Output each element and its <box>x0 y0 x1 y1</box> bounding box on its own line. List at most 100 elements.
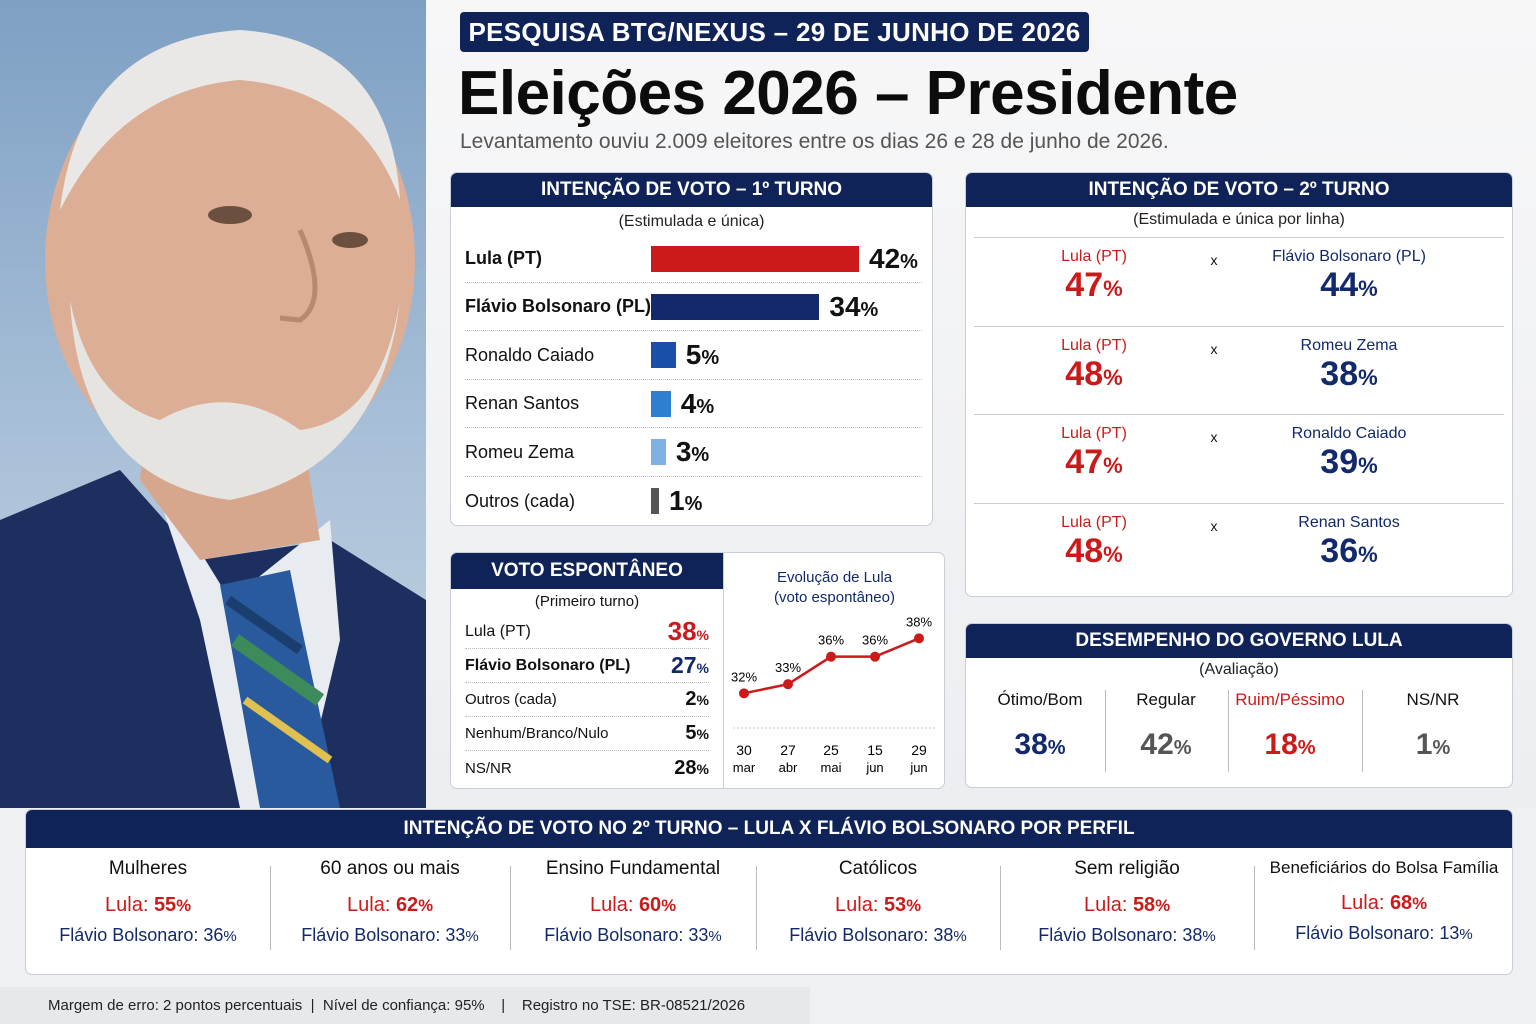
percent-sign: % <box>1297 737 1316 759</box>
x-tick-month: mar <box>733 760 756 775</box>
trend-data-label: 32% <box>731 669 757 684</box>
candidate-name: Romeu Zema <box>465 441 575 462</box>
matchup-a-name: Lula (PT) <box>1061 248 1127 265</box>
spontaneous-name: NS/NR <box>465 759 512 777</box>
spontaneous-name: Outros (cada) <box>465 691 557 708</box>
government-note: (Avaliação) <box>1199 661 1279 678</box>
matchup-b-pct-number: 36 <box>1320 531 1359 570</box>
government-item: Ruim/Péssimo 18% <box>1224 690 1356 762</box>
percent-sign: % <box>696 660 709 676</box>
profile-flavio-label: Flávio Bolsonaro: <box>301 925 446 945</box>
profile-title: INTENÇÃO DE VOTO NO 2º TURNO – LULA X FL… <box>26 810 1512 848</box>
second-round-title: INTENÇÃO DE VOTO – 2º TURNO <box>966 173 1512 207</box>
profile-lula-pct: 62% <box>396 894 433 916</box>
matchup-b-pct: 44% <box>1320 266 1377 304</box>
first-round-panel: INTENÇÃO DE VOTO – 1º TURNO (Estimulada … <box>450 172 933 526</box>
vote-bar <box>651 293 820 320</box>
matchup-b: Flávio Bolsonaro (PL) 44% <box>1244 248 1454 305</box>
matchup-a-pct-wrap: 47% <box>1014 443 1174 482</box>
spontaneous-note: (Primeiro turno) <box>534 593 640 610</box>
matchup-a: Lula (PT) 47% <box>1014 248 1174 305</box>
vote-percent: 4% <box>681 388 714 420</box>
percent-sign: % <box>708 928 722 945</box>
matchup-row: Lula (PT) 47% x Ronaldo Caiado 39% <box>974 414 1504 502</box>
profile-group: Sem religião Lula: 58% Flávio Bolsonaro: 3… <box>1000 858 1254 946</box>
versus-mark: x <box>1210 517 1218 534</box>
first-round-row: Romeu Zema 3% <box>465 429 922 477</box>
profile-lula-label: Lula: <box>1084 894 1133 916</box>
profile-divider <box>270 866 271 950</box>
spontaneous-percent-number: 27 <box>670 652 697 678</box>
vote-bar <box>651 488 659 514</box>
matchup-b: Ronaldo Caiado 39% <box>1244 425 1454 482</box>
second-round-panel: INTENÇÃO DE VOTO – 2º TURNO (Estimulada … <box>965 172 1513 597</box>
profile-flavio-pct: 38% <box>1182 925 1215 945</box>
spontaneous-percent: 38% <box>668 616 709 647</box>
matchup-a-pct-number: 48 <box>1065 354 1104 393</box>
x-tick-day: 29 <box>911 742 927 758</box>
candidate-name: Ronaldo Caiado <box>465 344 595 365</box>
vote-percent: 3% <box>676 436 709 468</box>
spontaneous-title: VOTO ESPONTÂNEO <box>451 553 723 589</box>
spontaneous-row: Outros (cada) 2% <box>465 683 709 717</box>
matchup-a-pct-wrap: 47% <box>1014 266 1174 305</box>
spontaneous-percent-number: 38 <box>667 616 697 646</box>
percent-sign: % <box>1412 894 1427 913</box>
percent-sign: % <box>661 896 676 915</box>
profile-group: Mulheres Lula: 55% Flávio Bolsonaro: 36% <box>26 858 270 946</box>
profile-lula: Lula: 62% <box>270 894 510 917</box>
profile-divider <box>510 866 511 950</box>
x-tick-day: 30 <box>736 742 752 758</box>
versus-mark: x <box>1210 340 1218 357</box>
government-value-wrap: 1% <box>1367 728 1499 762</box>
profile-lula: Lula: 53% <box>756 894 1000 917</box>
matchup-b-pct-number: 38 <box>1320 354 1359 393</box>
government-item: NS/NR 1% <box>1367 690 1499 762</box>
percent-sign: % <box>696 395 715 418</box>
profile-group: Ensino Fundamental Lula: 60% Flávio Bolson… <box>510 858 756 946</box>
profile-flavio: Flávio Bolsonaro: 33% <box>510 925 756 946</box>
profile-flavio-pct: 36% <box>203 925 236 945</box>
versus-mark: x <box>1210 429 1218 445</box>
vote-percent: 34% <box>829 291 878 323</box>
government-percent: 38% <box>1014 728 1065 761</box>
vote-percent-number: 4 <box>680 387 697 419</box>
percent-sign: % <box>1358 453 1378 478</box>
candidate-name: Renan Santos <box>465 393 580 414</box>
vote-percent: 5% <box>686 339 719 371</box>
percent-sign: % <box>1358 541 1378 567</box>
government-percent-number: 42 <box>1140 728 1174 761</box>
footer-note: Margem de erro: 2 pontos percentuais | N… <box>0 987 810 1024</box>
government-label: Regular <box>1136 690 1196 709</box>
x-tick-month: jun <box>909 760 927 775</box>
government-percent: 1% <box>1416 728 1450 761</box>
first-round-row: Lula (PT) 42% <box>465 235 922 283</box>
government-item: Ótimo/Bom 38% <box>974 690 1106 762</box>
matchup-a-pct-number: 48 <box>1065 531 1104 570</box>
matchup-b-pct-number: 44 <box>1320 266 1359 304</box>
matchup-a-pct-number: 47 <box>1065 266 1104 304</box>
percent-sign: % <box>176 896 191 915</box>
profile-flavio: Flávio Bolsonaro: 33% <box>270 925 510 946</box>
profile-flavio-pct-number: 33 <box>445 925 466 945</box>
percent-sign: % <box>1103 541 1123 567</box>
chart-title-line2: (voto espontâneo) <box>774 589 895 606</box>
government-percent-number: 38 <box>1014 728 1048 761</box>
profile-lula-pct-number: 58 <box>1132 894 1156 916</box>
profile-flavio-pct: 38% <box>933 925 966 945</box>
vote-percent-number: 3 <box>675 436 692 468</box>
trend-point <box>870 651 880 662</box>
spontaneous-percent-number: 2 <box>685 688 697 710</box>
percent-sign: % <box>684 493 703 515</box>
matchup-b-pct-wrap: 39% <box>1244 443 1454 482</box>
profile-lula-pct: 55% <box>154 894 191 916</box>
profile-lula: Lula: 55% <box>26 894 270 917</box>
percent-sign: % <box>696 760 709 777</box>
trend-data-label: 33% <box>775 660 801 675</box>
profile-flavio-pct: 33% <box>688 925 721 945</box>
second-round-note: (Estimulada e única por linha) <box>1133 211 1345 228</box>
matchup-b-name: Romeu Zema <box>1300 336 1398 354</box>
profile-lula-pct: 53% <box>884 894 921 916</box>
government-value-wrap: 38% <box>974 728 1106 762</box>
percent-sign: % <box>696 692 709 708</box>
